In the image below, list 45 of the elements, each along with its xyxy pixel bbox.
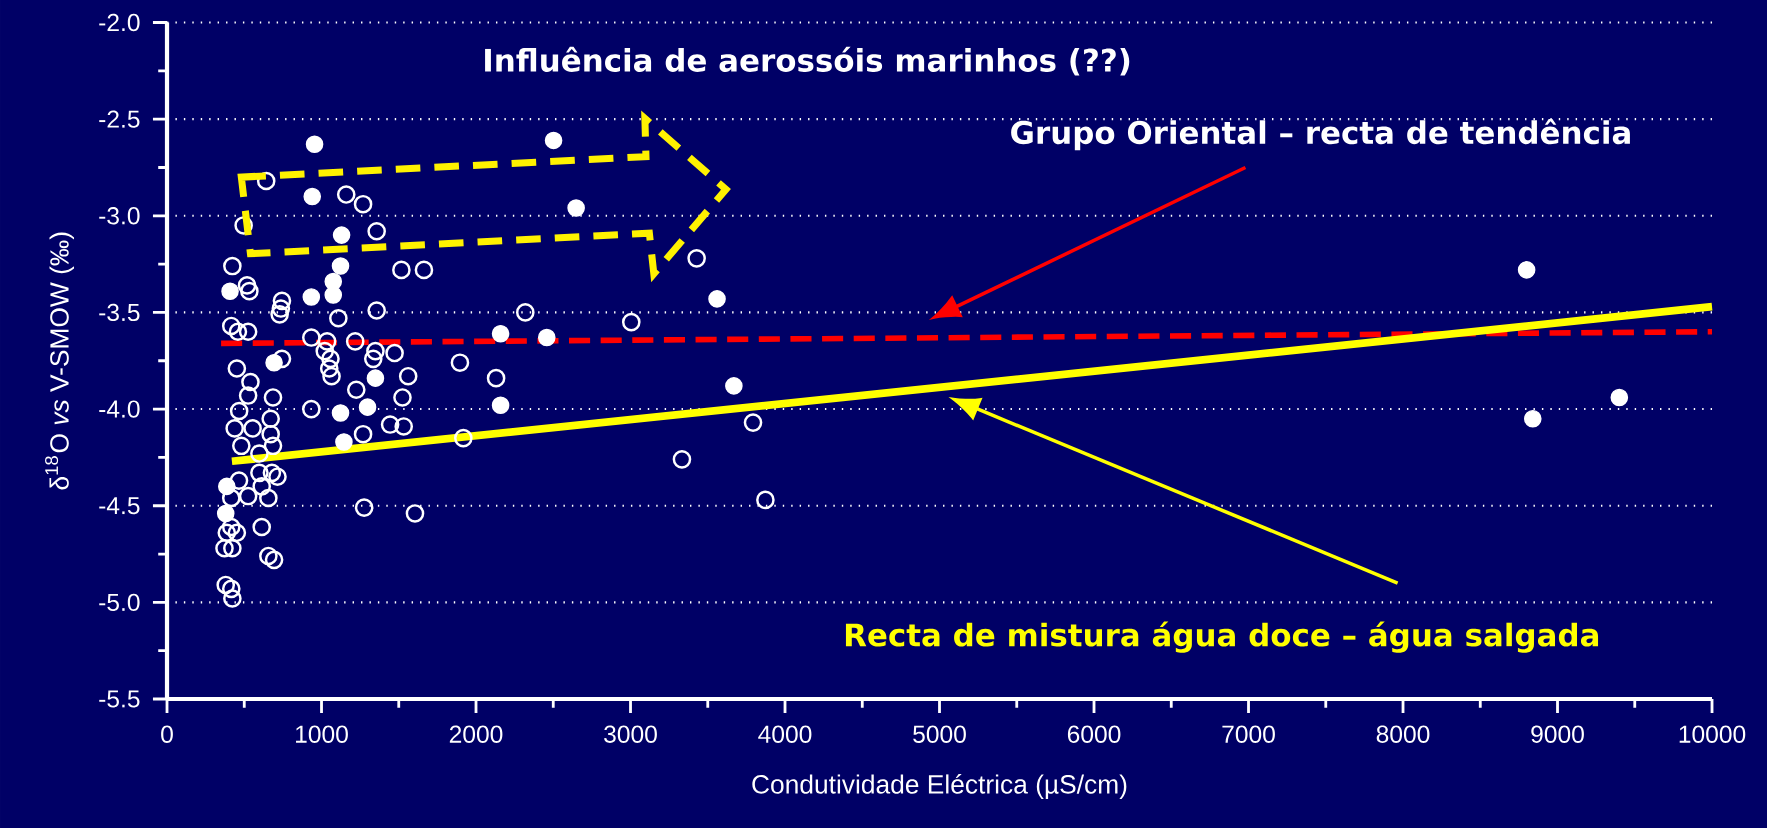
x-tick-label: 3000 [604, 725, 657, 743]
point [491, 324, 510, 343]
y-tick-label: -4.0 [99, 400, 140, 418]
x-tick-label: 2000 [449, 725, 503, 743]
x-tick-label: 5000 [913, 725, 966, 743]
x-tick-label: 9000 [1531, 725, 1584, 743]
y-tick-label: -5.5 [99, 690, 140, 708]
annotation: Influência de aerossóis marinhos (??) [485, 46, 1130, 76]
y-tick-label: -4.5 [99, 497, 140, 515]
point [537, 328, 556, 347]
point [303, 187, 322, 206]
x-tick-label: 4000 [758, 725, 812, 743]
point [358, 398, 377, 416]
y-tick-label: -3.0 [99, 207, 140, 225]
x-tick-label: 6000 [1067, 725, 1121, 743]
x-axis-title: Condutividade Eléctrica (µS/cm) [752, 774, 1127, 799]
point [1517, 261, 1536, 279]
point [335, 433, 353, 451]
y-axis-title: δ$^{18}$O vs V-SMOW (‰) [45, 232, 75, 490]
x-tick-label: 8000 [1376, 725, 1430, 743]
point [725, 377, 743, 395]
point [544, 131, 563, 150]
y-tick-label: -5.0 [99, 593, 140, 612]
point [332, 226, 351, 244]
point [302, 288, 321, 306]
x-tick-label: 7000 [1222, 725, 1275, 743]
point [366, 369, 385, 387]
x-tick-label: 10000 [1679, 725, 1746, 743]
y-tick-label: -2.5 [99, 110, 140, 128]
annotation: Grupo Oriental – recta de tendência [1011, 119, 1630, 151]
point [567, 199, 585, 217]
point [708, 290, 726, 308]
x-tick-label: 1000 [296, 725, 348, 743]
point [1610, 388, 1629, 407]
point [491, 396, 510, 415]
point [221, 282, 239, 300]
point [331, 404, 350, 422]
point [324, 286, 343, 304]
y-tick-label: -2.0 [99, 13, 140, 32]
point [305, 135, 324, 154]
annotation: Recta de mistura água doce – água salgada [845, 621, 1599, 653]
y-tick-label: -3.5 [99, 303, 140, 322]
x-tick-label: 0 [161, 725, 173, 743]
point [331, 257, 350, 275]
point [1524, 409, 1542, 428]
